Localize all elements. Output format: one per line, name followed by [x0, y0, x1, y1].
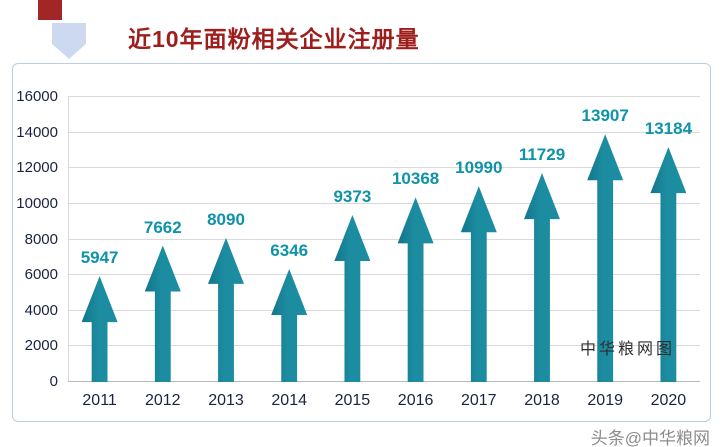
bar-value-label-2019: 13907 — [581, 106, 629, 126]
x-tick-label-2015: 2015 — [334, 392, 371, 409]
gridline-4000 — [68, 309, 700, 311]
bar-value-label-2020: 13184 — [644, 119, 693, 139]
bar-value-label-2016: 10368 — [391, 169, 440, 189]
bar-arrow-2011 — [81, 276, 118, 382]
x-tick-label-2013: 2013 — [208, 392, 244, 409]
y-tick-label-2000: 2000 — [24, 337, 58, 355]
y-tick-label-12000: 12000 — [16, 159, 58, 177]
bar-arrow-2012 — [144, 245, 181, 382]
gridline-6000 — [68, 274, 700, 276]
y-tick-label-0: 0 — [49, 373, 58, 390]
x-axis-labels: 2011 2012 2013 2014 2015 2016 2017 2018 2019 2020 — [68, 392, 700, 416]
bar-value-label-2017: 10990 — [455, 158, 503, 178]
bar-arrow-2014 — [271, 268, 308, 382]
x-tick-label-2014: 2014 — [271, 392, 307, 409]
gridline-0 — [68, 381, 700, 382]
x-tick-label-2017: 2017 — [460, 392, 497, 409]
gridline-8000 — [68, 238, 700, 240]
credit-text: 头条@中华粮网 — [590, 429, 710, 447]
y-tick-label-8000: 8000 — [24, 230, 58, 248]
y-tick-label-14000: 14000 — [16, 123, 58, 141]
y-axis-line — [68, 97, 69, 382]
bar-arrow-2016 — [397, 197, 434, 382]
watermark-text: 中华粮网图 — [580, 341, 676, 358]
y-tick-label-10000: 10000 — [16, 194, 58, 212]
bar-arrow-2017 — [460, 186, 497, 382]
y-tick-label-6000: 6000 — [24, 266, 58, 284]
x-tick-label-2011: 2011 — [82, 392, 117, 409]
gridline-16000 — [68, 96, 700, 97]
x-tick-label-2016: 2016 — [397, 392, 434, 409]
bar-value-label-2014: 6346 — [270, 240, 309, 260]
red-square-decoration — [38, 0, 62, 20]
gridline-10000 — [68, 202, 700, 204]
bar-value-label-2013: 8090 — [207, 209, 245, 229]
x-tick-label-2018: 2018 — [524, 392, 560, 409]
bar-value-label-2015: 9373 — [333, 187, 372, 207]
bar-arrow-2018 — [524, 173, 560, 382]
bar-arrow-2015 — [334, 215, 371, 382]
x-tick-label-2012: 2012 — [144, 392, 181, 409]
gridline-2000 — [68, 345, 700, 347]
x-tick-label-2020: 2020 — [650, 392, 687, 409]
chart-frame — [12, 63, 711, 422]
plot-area: 5947 7662 8090 6346 9373 10368 10990 11729 13907… — [68, 96, 700, 382]
y-tick-label-4000: 4000 — [24, 301, 58, 319]
bar-value-label-2018: 11729 — [518, 145, 566, 165]
x-tick-label-2019: 2019 — [587, 392, 623, 409]
chart-title: 近10年面粉相关企业注册量 — [128, 26, 420, 52]
gridline-14000 — [68, 131, 700, 133]
bar-value-label-2011: 5947 — [80, 248, 119, 268]
y-axis-labels: 0 2000 4000 6000 8000 10000 12000 14000 16000 — [0, 0, 58, 447]
gridline-12000 — [68, 167, 700, 169]
y-tick-label-16000: 16000 — [16, 88, 58, 105]
bar-value-label-2012: 7662 — [143, 217, 182, 237]
